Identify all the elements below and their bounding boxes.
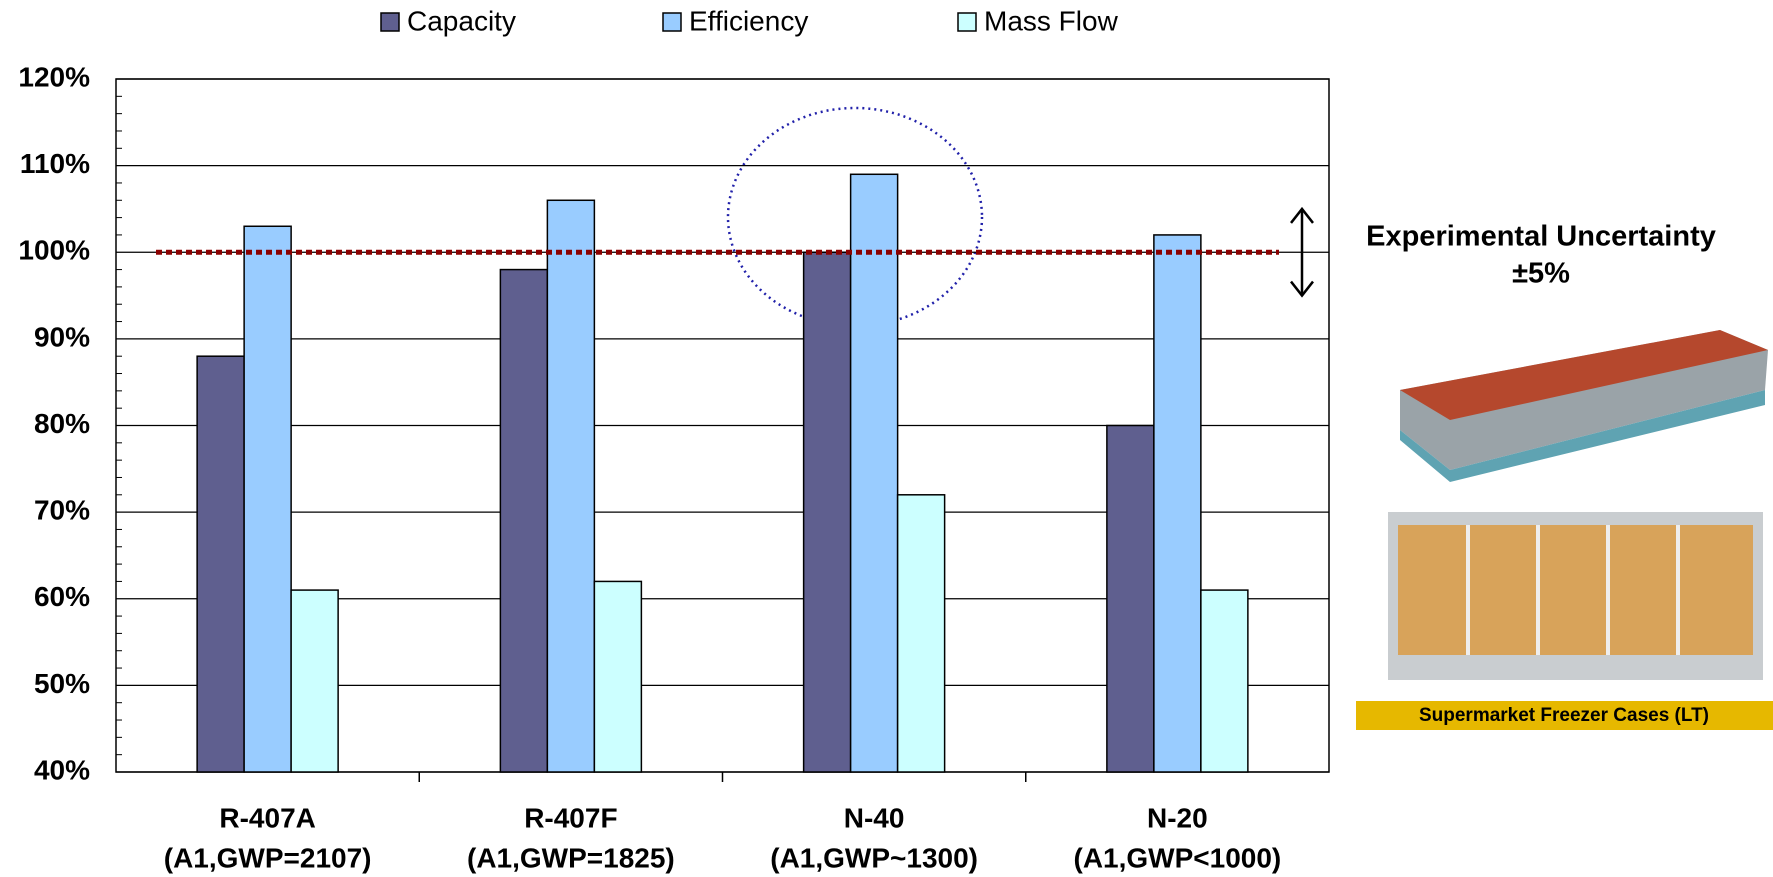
bar [849,173,899,773]
bar [196,355,245,773]
legend-label: Mass Flow [984,5,1119,36]
y-tick-label: 70% [34,495,90,526]
highlight-ellipse [726,106,984,328]
annotation: Experimental Uncertainty [1366,221,1716,253]
bar [1106,424,1155,773]
bar [593,580,643,773]
x-tick-label: (A1,GWP=1825) [467,842,675,873]
x-tick-label: R-407F [524,802,617,833]
freezer-image-bottom [1388,512,1763,680]
bar [896,494,946,773]
y-tick-label: 40% [34,754,90,785]
bar [802,251,852,773]
caption-box [1356,701,1773,730]
y-tick-label: 80% [34,408,90,439]
y-tick-label: 120% [18,61,90,92]
caption: Supermarket Freezer Cases (LT) [1419,705,1709,726]
x-tick-label: (A1,GWP<1000) [1074,842,1282,873]
x-tick-label: N-20 [1147,802,1208,833]
legend-swatch [662,12,682,32]
bar [1153,234,1202,773]
legend-swatch [380,12,400,32]
x-tick-label: (A1,GWP=2107) [164,842,372,873]
y-tick-label: 100% [18,235,90,266]
x-tick-label: R-407A [219,802,315,833]
x-tick-label: (A1,GWP~1300) [770,842,978,873]
freezer-image-top [1400,330,1768,482]
y-tick-label: 90% [34,321,90,352]
y-tick-label: 50% [34,668,90,699]
legend-label: Capacity [407,5,516,36]
bar [546,199,596,773]
bar [290,589,339,773]
arrow-head [1290,206,1314,298]
x-tick-label: N-40 [844,802,905,833]
bar [1200,589,1249,773]
y-tick-label: 60% [34,581,90,612]
uncertainty-label: ±5% [1512,258,1570,290]
legend-label: Efficiency [689,5,808,36]
bar [243,225,292,773]
legend-swatch [957,12,977,32]
bar [499,268,549,773]
y-tick-label: 110% [20,148,90,179]
